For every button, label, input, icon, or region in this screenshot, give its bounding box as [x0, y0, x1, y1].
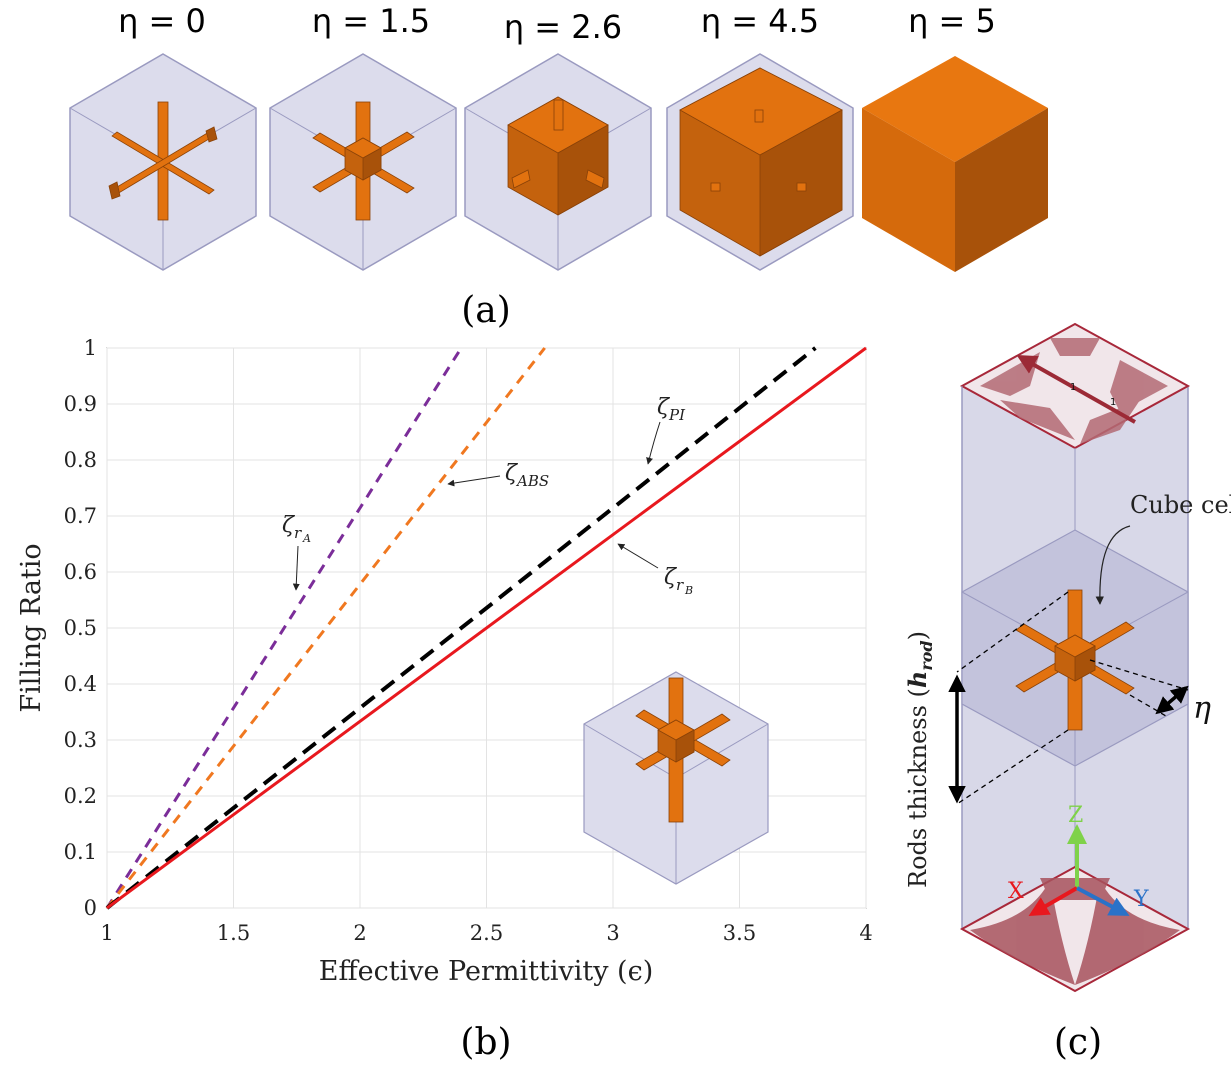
- y-tick-label: 0.2: [64, 784, 97, 808]
- z-axis-label: Z: [1068, 803, 1083, 828]
- eta-label-1: η = 0: [118, 2, 206, 40]
- y-axis-title: Filling Ratio: [16, 543, 47, 712]
- x-tick-labels: 1 1.5 2 2.5 3 3.5 4: [100, 921, 872, 945]
- annotation-zeta-rA-subsub: A: [302, 532, 311, 545]
- panel-label-c: (c): [1054, 1022, 1102, 1063]
- bottom-face: [959, 865, 1191, 993]
- eta-symbol: η: [1193, 691, 1211, 726]
- x-tick-label: 1: [100, 921, 113, 945]
- unit-cell-eta-0: [69, 53, 257, 271]
- series-line-zeta_rB: [106, 346, 867, 910]
- x-axis-title: Effective Permittivity (ϵ): [319, 956, 653, 987]
- annotation-zeta-pi-sub: PI: [668, 406, 686, 424]
- annotation-zeta-rA-symbol: ζ: [282, 513, 296, 538]
- y-tick-label: 0.9: [64, 392, 97, 416]
- annotation-zeta-rB: ζ r B: [617, 543, 693, 597]
- unit-cell-eta-2.6: [464, 53, 652, 271]
- x-tick-label: 3: [606, 921, 619, 945]
- unit-cell-eta-4.5: [666, 53, 854, 271]
- annotation-zeta-rB-symbol: ζ: [664, 565, 678, 590]
- annotation-zeta-pi-symbol: ζ: [657, 395, 671, 420]
- y-tick-label: 0.5: [64, 616, 97, 640]
- annotation-zeta-abs-symbol: ζ: [505, 461, 519, 486]
- y-tick-label: 0.7: [64, 504, 97, 528]
- panel-b-chart: 0 0.1 0.2 0.3 0.4 0.5 0.6 0.7 0.8 0.9 1 1 1.5 2 2.5 3 3…: [16, 336, 873, 1063]
- rods-label-sym: h: [903, 671, 932, 688]
- panel-label-a: (a): [461, 290, 511, 331]
- top-mark-2: 1: [1110, 397, 1116, 408]
- y-axis-arrow: [1076, 886, 1130, 916]
- inset-unit-cell: [583, 671, 769, 885]
- panel-c-waveguide: 1 1 η: [903, 322, 1231, 1063]
- x-axis-label: X: [1008, 879, 1024, 904]
- series-line-zeta_rA: [105, 347, 463, 909]
- dimension-guides: [956, 591, 1189, 805]
- panel-a: η = 0 η = 1.5 η = 2.6 η = 4.5 η = 5: [69, 2, 1048, 331]
- top-mark-1: 1: [1070, 382, 1076, 393]
- rods-label-prefix: Rods thickness (: [904, 688, 932, 888]
- y-tick-label: 1: [84, 336, 97, 360]
- eta-label-5: η = 5: [908, 2, 996, 40]
- top-port-arrow: [1016, 355, 1136, 424]
- eta-dimension-arrow: [1155, 685, 1189, 715]
- x-tick-label: 1.5: [217, 921, 250, 945]
- rods-label-sub: rod: [917, 640, 936, 670]
- panel-label-b: (b): [460, 1022, 511, 1063]
- annotation-zeta-abs: ζ ABS: [447, 461, 549, 490]
- y-tick-label: 0.4: [64, 672, 97, 696]
- y-axis-label: Y: [1133, 887, 1149, 912]
- annotation-zeta-rB-subsub: B: [684, 584, 693, 597]
- series-line-zeta_PI: [105, 346, 817, 910]
- annotation-zeta-rA: ζ r A: [282, 513, 311, 591]
- x-tick-label: 3.5: [723, 921, 756, 945]
- unit-cell-eta-5: [862, 56, 1048, 272]
- annotation-zeta-pi: ζ PI: [646, 395, 686, 465]
- x-tick-label: 4: [859, 921, 872, 945]
- y-tick-label: 0.1: [64, 840, 97, 864]
- eta-label-2: η = 1.5: [312, 2, 430, 40]
- svg-text:Rods thickness (hrod): Rods thickness (hrod): [903, 631, 936, 888]
- y-tick-label: 0: [84, 896, 97, 920]
- coordinate-axes: Z X Y: [1008, 803, 1149, 917]
- y-tick-label: 0.6: [64, 560, 97, 584]
- x-tick-label: 2: [353, 921, 366, 945]
- rods-thickness-label: Rods thickness (hrod): [903, 631, 936, 888]
- y-tick-labels: 0 0.1 0.2 0.3 0.4 0.5 0.6 0.7 0.8 0.9 1: [64, 336, 97, 920]
- eta-label-4: η = 4.5: [701, 2, 819, 40]
- cube-cell-rods: [1015, 589, 1135, 731]
- unit-cell-eta-1.5: [269, 53, 457, 271]
- y-tick-label: 0.8: [64, 448, 97, 472]
- x-axis-arrow: [1028, 886, 1079, 917]
- y-tick-label: 0.3: [64, 728, 97, 752]
- cube-cell-label: Cube cell: [1130, 491, 1231, 519]
- annotation-zeta-abs-sub: ABS: [515, 472, 549, 490]
- rods-label-suffix: ): [904, 631, 932, 640]
- eta-label-3: η = 2.6: [504, 8, 622, 46]
- annotation-zeta-rA-sub: r: [294, 524, 302, 542]
- x-tick-label: 2.5: [470, 921, 503, 945]
- series-lines: [105, 346, 867, 910]
- annotation-zeta-rB-sub: r: [676, 576, 684, 594]
